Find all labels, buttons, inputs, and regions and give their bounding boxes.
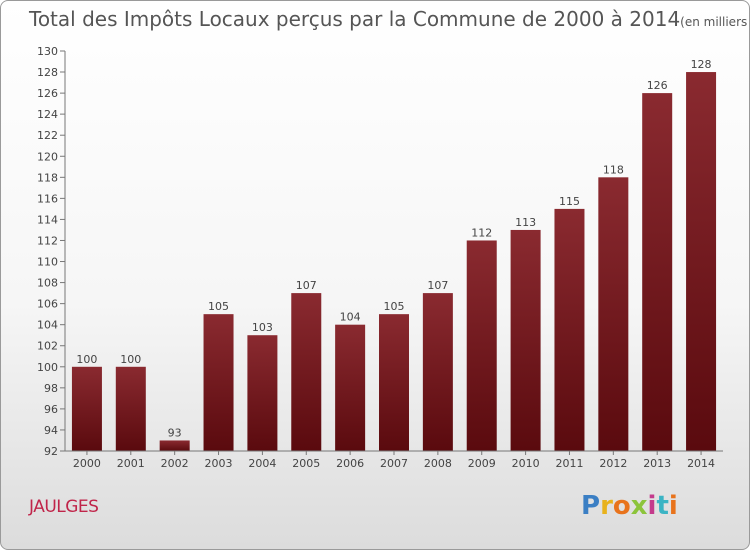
x-tick-label: 2011	[555, 457, 583, 470]
logo-letter: o	[612, 491, 631, 521]
x-tick-label: 2013	[643, 457, 671, 470]
x-tick-label: 2010	[512, 457, 540, 470]
logo-letter: t	[656, 491, 669, 521]
bar	[159, 440, 190, 451]
bar-value-label: 105	[384, 300, 405, 313]
y-tick-label: 130	[37, 45, 58, 58]
y-tick-label: 100	[37, 361, 58, 374]
y-tick-label: 98	[44, 382, 58, 395]
y-tick-label: 122	[37, 129, 58, 142]
y-axis: 92 94 96 98 100 102 104 106 108 110 112 114 116 118 12…	[37, 45, 66, 458]
logo-letter: x	[630, 491, 648, 521]
bar-value-label: 112	[471, 226, 492, 239]
x-tick-label: 2009	[468, 457, 496, 470]
bar-value-label: 100	[76, 353, 97, 366]
y-tick-label: 120	[37, 150, 58, 163]
bar-value-label: 126	[647, 79, 668, 92]
y-tick-label: 110	[37, 256, 58, 269]
y-tick-label: 106	[37, 298, 58, 311]
proxiti-logo: Proxiti	[581, 491, 678, 521]
y-tick-label: 96	[44, 403, 58, 416]
bar	[686, 72, 717, 451]
x-tick-label: 2004	[248, 457, 276, 470]
bar-value-label: 93	[168, 426, 182, 439]
title-row: Total des Impôts Locaux perçus par la Co…	[29, 7, 749, 31]
y-tick-label: 102	[37, 340, 58, 353]
x-tick-label: 2014	[687, 457, 715, 470]
bar-value-label: 105	[208, 300, 229, 313]
x-tick-label: 2007	[380, 457, 408, 470]
bar	[466, 240, 497, 451]
bar-value-label: 104	[340, 311, 361, 324]
x-tick-label: 2000	[73, 457, 101, 470]
y-tick-label: 118	[37, 171, 58, 184]
x-tick-label: 2008	[424, 457, 452, 470]
y-tick-label: 108	[37, 277, 58, 290]
x-tick-label: 2005	[292, 457, 320, 470]
bar	[203, 314, 234, 451]
bars: 100 100 93 105 103 107 104 105 107 112 113 115 118 12…	[71, 58, 717, 452]
bar-value-label: 118	[603, 163, 624, 176]
bar-value-label: 107	[427, 279, 448, 292]
bar-value-label: 115	[559, 195, 580, 208]
logo-letter: r	[600, 491, 613, 521]
y-tick-label: 94	[44, 424, 58, 437]
y-tick-label: 128	[37, 66, 58, 79]
x-tick-label: 2006	[336, 457, 364, 470]
chart-title: Total des Impôts Locaux perçus par la Co…	[29, 7, 681, 31]
y-tick-label: 114	[37, 213, 58, 226]
bar	[598, 177, 629, 451]
y-tick-label: 92	[44, 445, 58, 458]
bar	[335, 324, 366, 451]
x-tick-label: 2001	[117, 457, 145, 470]
x-tick-label: 2002	[161, 457, 189, 470]
bar	[291, 293, 322, 451]
logo-letter: P	[581, 491, 601, 521]
bar-value-label: 113	[515, 216, 536, 229]
bar	[247, 335, 278, 451]
y-tick-label: 126	[37, 87, 58, 100]
x-axis: 2000 2001 2002 2003 2004 2005 2006 2007 2008 2009…	[65, 450, 723, 470]
chart-subtitle: (en milliers d'€)	[680, 15, 749, 29]
bar-value-label: 107	[296, 279, 317, 292]
y-tick-label: 116	[37, 192, 58, 205]
bar	[379, 314, 409, 451]
bar	[71, 366, 102, 451]
logo-letter: i	[668, 491, 678, 521]
bar	[115, 366, 146, 451]
bar	[422, 293, 453, 451]
bar-value-label: 103	[252, 321, 273, 334]
x-tick-label: 2012	[599, 457, 627, 470]
x-tick-label: 2003	[205, 457, 233, 470]
logo-letter: i	[647, 491, 657, 521]
bar	[510, 229, 541, 451]
bar	[554, 208, 585, 451]
bar-value-label: 128	[691, 58, 712, 71]
bar-value-label: 100	[120, 353, 141, 366]
y-tick-label: 104	[37, 319, 58, 332]
bar	[642, 93, 673, 452]
y-tick-label: 124	[37, 108, 58, 121]
commune-name: JAULGES	[29, 497, 99, 517]
y-tick-label: 112	[37, 234, 58, 247]
